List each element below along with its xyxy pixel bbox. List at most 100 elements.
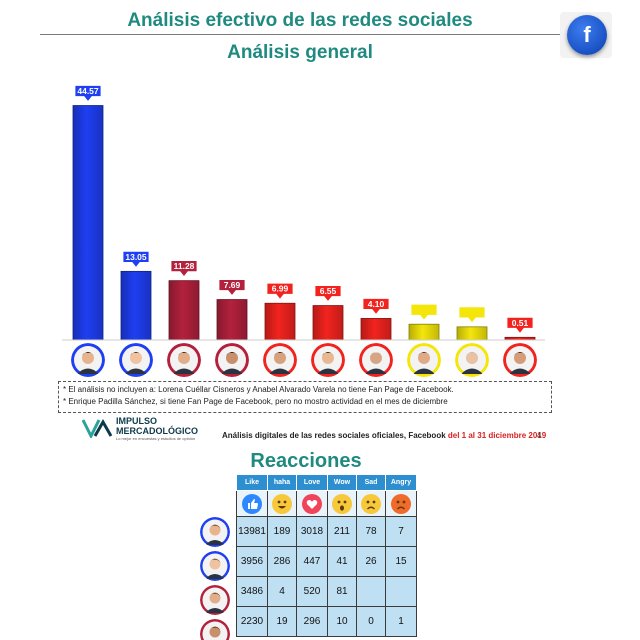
- data-label-10: 0.51: [506, 316, 534, 334]
- reaction-count-cell: 2230: [236, 606, 268, 637]
- reaction-count-cell: 78: [356, 516, 386, 547]
- reactions-title: Reacciones: [250, 450, 362, 472]
- reaction-count-cell: 447: [296, 546, 328, 577]
- emoji-cell: [327, 490, 357, 517]
- facebook-icon: f: [567, 15, 607, 55]
- reaction-count-cell: 211: [327, 516, 357, 547]
- svg-text:11.28: 11.28: [174, 261, 195, 271]
- bar-3: [168, 280, 200, 341]
- candidate-avatar: [215, 343, 249, 377]
- footer-label: Análisis digitales de las redes sociales…: [222, 431, 448, 440]
- emoji-cell: [296, 490, 328, 517]
- candidate-avatar: [263, 343, 297, 377]
- reaction-count-cell: 0: [356, 606, 386, 637]
- reactions-table: Like haha Love Wow Sad Angry 13981 189 3018 211 7…: [236, 474, 417, 637]
- reaction-header: Love: [296, 474, 328, 491]
- reaction-count-cell: 7: [385, 516, 417, 547]
- reaction-count-cell: 3956: [236, 546, 268, 577]
- bar-7: [360, 318, 392, 341]
- bar-2: [120, 270, 152, 341]
- reaction-count-cell: 3486: [236, 576, 268, 607]
- reaction-count-cell: 13981: [236, 516, 268, 547]
- reaction-count-cell: 19: [267, 606, 297, 637]
- candidate-avatar: [71, 343, 105, 377]
- logo-mark-icon: [82, 418, 113, 438]
- like-icon: [242, 493, 262, 514]
- reaction-count-cell: 81: [327, 576, 357, 607]
- table-row: 3956 286 447 41 26 15: [236, 546, 417, 577]
- reactions-header-row: Like haha Love Wow Sad Angry: [236, 474, 417, 491]
- data-label-3: 11.28: [170, 260, 198, 278]
- data-label-6: 6.55: [314, 285, 342, 303]
- reaction-count-cell: 26: [356, 546, 386, 577]
- bar-4: [216, 299, 248, 341]
- reaction-count-cell: 3018: [296, 516, 328, 547]
- reaction-count-cell: 4: [267, 576, 297, 607]
- impulso-logo: IMPULSO MERCADOLÓGICO Lo mejor en encues…: [82, 414, 232, 441]
- data-label-9: [458, 306, 486, 324]
- candidate-avatar: [200, 585, 230, 615]
- data-label-7: 4.10: [362, 298, 390, 316]
- candidate-avatar: [200, 551, 230, 581]
- page-subtitle: Análisis general: [227, 42, 373, 63]
- reaction-count-cell: 296: [296, 606, 328, 637]
- emoji-cell: [236, 490, 268, 517]
- table-row: 2230 19 296 10 0 1: [236, 606, 417, 637]
- slide: Análisis efectivo de las redes sociales …: [40, 10, 612, 441]
- sad-icon: [361, 493, 381, 514]
- reaction-count-cell: 286: [267, 546, 297, 577]
- bar-9: [456, 326, 488, 341]
- haha-icon: [272, 493, 292, 514]
- footer-text: Análisis digitales de las redes sociales…: [222, 431, 546, 440]
- candidate-avatar: [407, 343, 441, 377]
- angry-icon: [391, 493, 411, 514]
- table-row: 13981 189 3018 211 78 7: [236, 516, 417, 547]
- title-divider: [40, 34, 560, 35]
- svg-text:0.51: 0.51: [512, 318, 529, 328]
- bar-5: [264, 302, 296, 341]
- reaction-count-cell: [356, 576, 386, 607]
- reaction-header: Wow: [327, 474, 357, 491]
- svg-text:4.10: 4.10: [368, 299, 385, 309]
- bar-6: [312, 305, 344, 341]
- reaction-header: Sad: [356, 474, 386, 491]
- svg-text:44.57: 44.57: [77, 86, 99, 96]
- reaction-count-cell: 520: [296, 576, 328, 607]
- logo-tagline: Lo mejor en encuestas y estudios de opin…: [116, 436, 196, 441]
- data-label-4: 7.69: [218, 279, 246, 297]
- candidate-avatar: [311, 343, 345, 377]
- emoji-cell: [267, 490, 297, 517]
- reaction-count-cell: 41: [327, 546, 357, 577]
- page-title: Análisis efectivo de las redes sociales: [127, 10, 473, 31]
- svg-text:6.55: 6.55: [320, 286, 337, 296]
- reaction-count-cell: 189: [267, 516, 297, 547]
- facebook-badge: f: [560, 12, 612, 58]
- footer-date-range: del 1 al 31 diciembre 2019: [447, 431, 547, 440]
- candidate-avatar: [359, 343, 393, 377]
- reaction-count-cell: 1: [385, 606, 417, 637]
- svg-text:7.69: 7.69: [224, 280, 241, 290]
- reaction-count-cell: 15: [385, 546, 417, 577]
- wow-icon: [332, 493, 352, 514]
- candidate-avatar: [200, 517, 230, 547]
- logo-name-line1: IMPULSO: [116, 416, 158, 426]
- emoji-row: [236, 490, 417, 517]
- data-label-5: 6.99: [266, 282, 294, 300]
- bar-1: [72, 105, 104, 341]
- candidate-avatar: [503, 343, 537, 377]
- reaction-header: Angry: [385, 474, 417, 491]
- table-row: 3486 4 520 81: [236, 576, 417, 607]
- reaction-count-cell: 10: [327, 606, 357, 637]
- candidate-avatar: [200, 619, 230, 640]
- reaction-count-cell: [385, 576, 417, 607]
- data-label-8: [410, 303, 438, 321]
- love-icon: [302, 493, 322, 514]
- candidate-avatar: [119, 343, 153, 377]
- note-line: * Enrique Padilla Sánchez, si tiene Fan …: [63, 397, 448, 406]
- candidate-avatar: [455, 343, 489, 377]
- emoji-cell: [356, 490, 386, 517]
- emoji-cell: [385, 490, 417, 517]
- svg-text:6.99: 6.99: [272, 284, 289, 294]
- page-number: 4: [537, 431, 542, 440]
- svg-text:13.05: 13.05: [125, 252, 147, 262]
